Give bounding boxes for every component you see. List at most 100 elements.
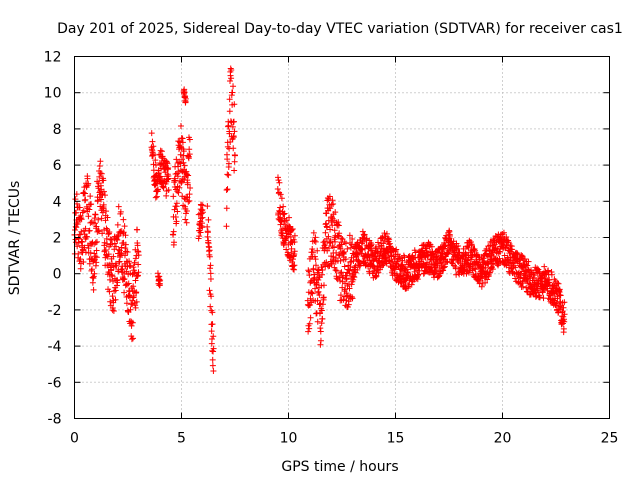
data-point	[512, 264, 519, 271]
data-point	[341, 248, 348, 255]
data-point	[231, 128, 238, 135]
data-point	[208, 328, 215, 335]
data-point	[92, 211, 99, 218]
data-point	[231, 101, 238, 108]
data-point	[309, 290, 316, 297]
data-point	[328, 218, 335, 225]
data-point	[105, 251, 112, 258]
data-point	[78, 216, 85, 223]
data-point	[323, 220, 330, 227]
data-point	[336, 252, 343, 259]
data-point	[312, 256, 319, 263]
data-point	[230, 134, 237, 141]
data-point	[98, 196, 105, 203]
data-point	[228, 75, 235, 82]
data-point	[319, 267, 326, 274]
data-point	[106, 229, 113, 236]
data-point	[449, 257, 456, 264]
data-point	[206, 247, 213, 254]
data-point	[78, 238, 85, 245]
y-tick-label: 8	[53, 122, 62, 138]
data-point	[362, 245, 369, 252]
data-point	[464, 257, 471, 264]
data-point	[519, 253, 526, 260]
data-point	[361, 231, 368, 238]
data-point	[182, 95, 189, 102]
data-point	[100, 177, 107, 184]
data-point	[86, 206, 93, 213]
data-point	[80, 189, 87, 196]
data-point	[332, 238, 339, 245]
data-point	[170, 228, 177, 235]
data-point	[150, 150, 157, 157]
data-point	[489, 260, 496, 267]
data-point	[306, 272, 313, 279]
data-point	[433, 253, 440, 260]
data-point	[88, 267, 95, 274]
data-point	[104, 214, 111, 221]
data-point	[72, 239, 79, 246]
data-point	[320, 294, 327, 301]
data-point	[98, 215, 105, 222]
data-point	[561, 299, 568, 306]
y-tick-label: 4	[53, 194, 62, 210]
data-point	[100, 201, 107, 208]
data-point	[149, 138, 156, 145]
data-point	[305, 302, 312, 309]
data-point	[95, 216, 102, 223]
data-point	[375, 239, 382, 246]
data-point	[133, 289, 140, 296]
data-point	[204, 223, 211, 230]
data-point	[124, 249, 131, 256]
data-point	[281, 210, 288, 217]
data-point	[157, 147, 164, 154]
data-point	[231, 167, 238, 174]
data-point	[128, 322, 135, 329]
data-point	[330, 201, 337, 208]
data-point	[342, 240, 349, 247]
x-axis-title: GPS time / hours	[281, 459, 398, 475]
data-point	[88, 201, 95, 208]
data-point	[500, 229, 507, 236]
data-point	[93, 223, 100, 230]
data-point	[553, 300, 560, 307]
data-point	[184, 181, 191, 188]
data-point	[163, 192, 170, 199]
data-point	[134, 273, 141, 280]
data-point	[184, 194, 191, 201]
data-point	[324, 197, 331, 204]
data-point	[79, 239, 86, 246]
data-point	[186, 197, 193, 204]
data-points	[71, 65, 568, 374]
data-point	[172, 213, 179, 220]
data-point	[469, 242, 476, 249]
data-point	[111, 240, 118, 247]
data-point	[512, 275, 519, 282]
data-point	[287, 234, 294, 241]
data-point	[107, 236, 114, 243]
data-point	[341, 263, 348, 270]
data-point	[324, 224, 331, 231]
data-point	[357, 262, 364, 269]
data-point	[350, 276, 357, 283]
data-point	[93, 238, 100, 245]
data-point	[305, 328, 312, 335]
data-point	[440, 267, 447, 274]
data-point	[379, 262, 386, 269]
data-point	[171, 239, 178, 246]
data-point	[88, 266, 95, 273]
data-point	[333, 275, 340, 282]
data-point	[397, 271, 404, 278]
data-point	[341, 293, 348, 300]
data-point	[307, 289, 314, 296]
data-point	[122, 241, 129, 248]
data-point	[441, 241, 448, 248]
data-point	[195, 211, 202, 218]
data-point	[338, 269, 345, 276]
data-point	[175, 189, 182, 196]
x-tick-label: 20	[494, 431, 512, 447]
data-point	[497, 248, 504, 255]
data-point	[92, 220, 99, 227]
data-point	[199, 209, 206, 216]
y-tick-label: 2	[53, 231, 62, 247]
